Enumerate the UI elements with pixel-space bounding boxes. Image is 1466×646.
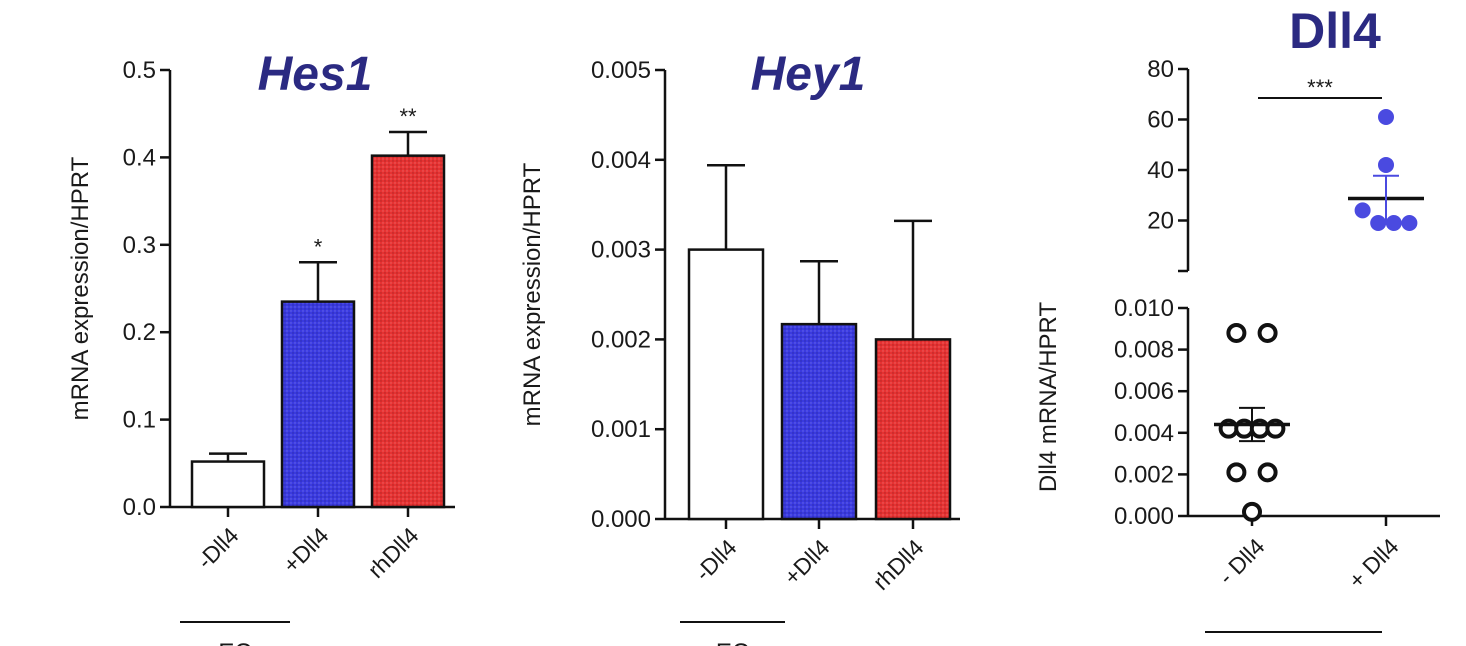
y-tick-label: 0.006	[1114, 378, 1174, 405]
x-tick-label: +Dll4	[278, 522, 334, 578]
bar-rhDll4	[370, 154, 446, 509]
data-point	[1226, 322, 1247, 343]
chart-title: Hes1	[258, 48, 373, 101]
data-point	[1354, 202, 1371, 219]
y-tick-label: 60	[1147, 107, 1174, 134]
bar-rhDll4	[874, 338, 952, 521]
bar--Dll4	[687, 248, 765, 521]
data-point	[1385, 215, 1402, 232]
x-tick-label: - Dll4	[1213, 533, 1269, 589]
y-tick-label: 0.000	[1114, 503, 1174, 530]
x-tick-label: -Dll4	[192, 522, 244, 574]
y-tick-label: 0.004	[591, 147, 651, 174]
x-tick-label: rhDll4	[868, 534, 929, 595]
hey1-chart: Hey1 mRNA expression/HPRT 0.000 0.001 0.002 0…	[519, 48, 960, 646]
y-tick-label: 0.005	[591, 57, 651, 84]
bar--Dll4	[190, 460, 266, 509]
group-label: EC	[716, 639, 749, 646]
x-tick-label: -Dll4	[690, 534, 742, 586]
y-tick-label: 40	[1147, 157, 1174, 184]
y-tick-label: 0.008	[1114, 337, 1174, 364]
data-point	[1226, 462, 1247, 483]
y-tick-label: 20	[1147, 208, 1174, 235]
y-axis-label: mRNA expression/HPRT	[519, 162, 546, 426]
y-tick-label: 0.002	[1114, 461, 1174, 488]
data-point	[1401, 215, 1418, 232]
y-tick-label: 0.000	[591, 506, 651, 533]
significance-label: **	[399, 104, 417, 129]
y-tick-label: 0.003	[591, 237, 651, 264]
bar-+Dll4	[780, 322, 858, 521]
data-point	[1257, 462, 1278, 483]
significance-label: ***	[1307, 75, 1333, 100]
y-tick-label: 0.002	[591, 326, 651, 353]
hes1-chart: Hes1 mRNA expression/HPRT 0.0 0.1 0.2 0.3 0.4 0…	[67, 48, 455, 646]
chart-title: Dll4	[1289, 3, 1381, 59]
y-axis-label: Dll4 mRNA/HPRT	[1035, 302, 1062, 493]
significance-label: *	[314, 234, 323, 259]
y-tick-label: 0.4	[123, 144, 156, 171]
group-label: EC	[218, 639, 251, 646]
y-tick-label: 0.010	[1114, 295, 1174, 322]
chart-title: Hey1	[751, 48, 866, 101]
data-point	[1370, 215, 1387, 232]
data-point	[1378, 108, 1394, 125]
x-tick-label: +Dll4	[779, 534, 835, 590]
y-tick-label: 0.1	[123, 407, 156, 434]
bar-+Dll4	[280, 300, 356, 509]
x-tick-label: + Dll4	[1343, 533, 1404, 594]
data-point	[1378, 156, 1394, 173]
data-point	[1257, 322, 1278, 343]
y-tick-label: 0.0	[123, 494, 156, 521]
y-tick-label: 0.5	[123, 57, 156, 84]
y-tick-label: 0.004	[1114, 420, 1174, 447]
data-point	[1242, 501, 1262, 522]
y-tick-label: 0.3	[123, 232, 156, 259]
y-axis-label: mRNA expression/HPRT	[67, 156, 94, 420]
y-tick-label: 80	[1147, 56, 1174, 83]
y-tick-label: 0.2	[123, 319, 156, 346]
x-tick-label: rhDll4	[363, 522, 424, 583]
dll4-chart: Dll4 Dll4 mRNA/HPRT 80 60 40 20 0.010 0.008 0.00…	[1035, 3, 1440, 633]
y-tick-label: 0.001	[591, 416, 651, 443]
